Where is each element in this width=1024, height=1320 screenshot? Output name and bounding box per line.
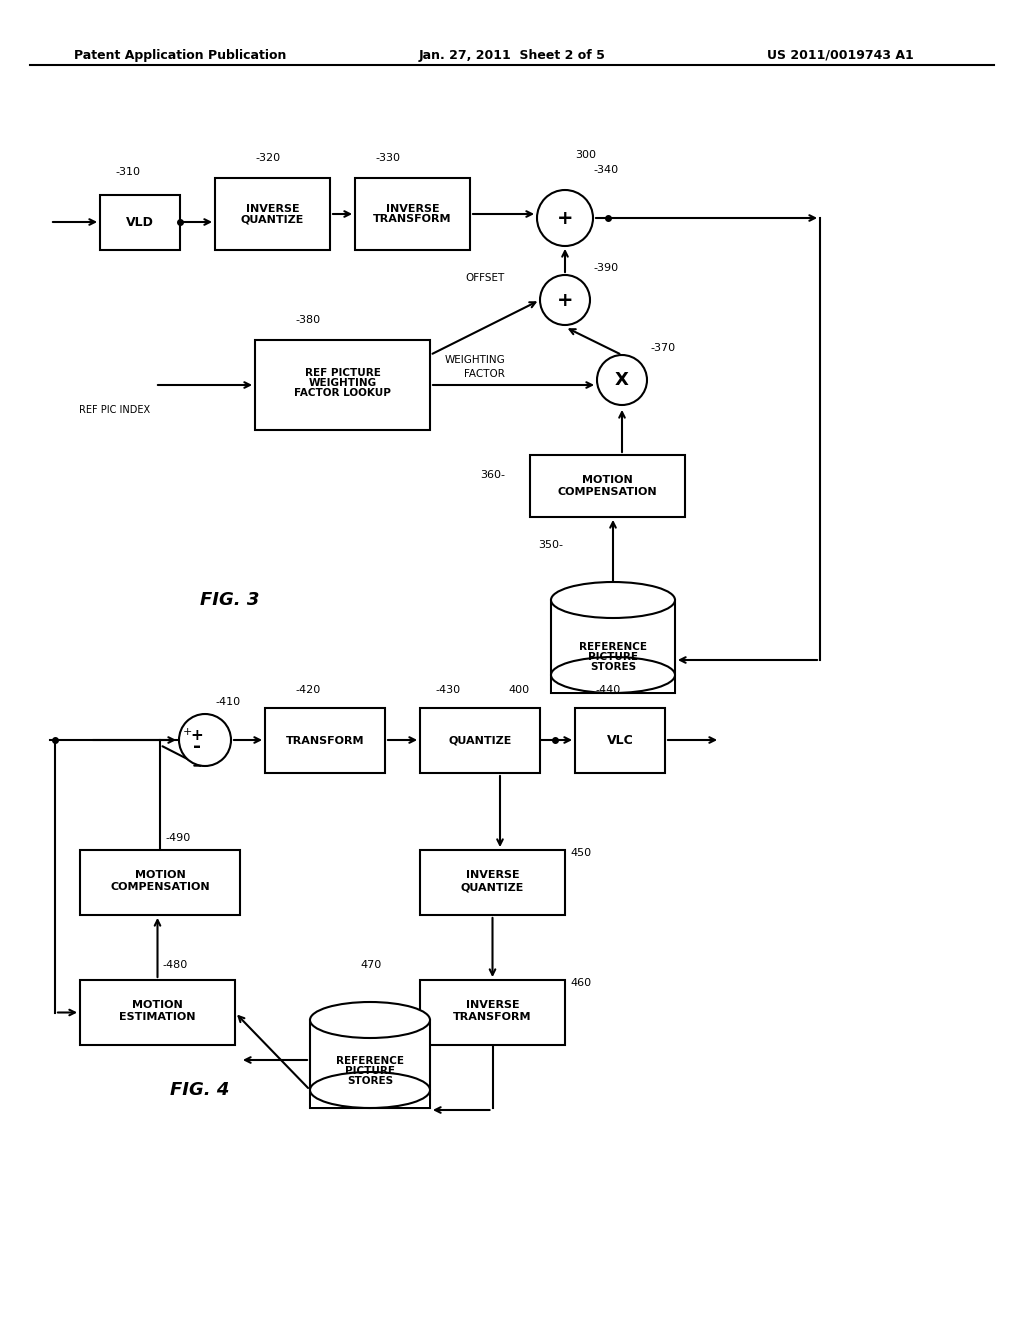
Circle shape xyxy=(540,275,590,325)
FancyBboxPatch shape xyxy=(575,708,665,774)
Text: TRANSFORM: TRANSFORM xyxy=(374,214,452,224)
Text: -490: -490 xyxy=(165,833,190,843)
Text: -: - xyxy=(193,737,201,755)
Text: QUANTIZE: QUANTIZE xyxy=(461,883,524,892)
FancyBboxPatch shape xyxy=(80,979,234,1045)
FancyBboxPatch shape xyxy=(420,979,565,1045)
FancyBboxPatch shape xyxy=(311,1090,429,1107)
Text: PICTURE: PICTURE xyxy=(588,652,638,661)
Text: MOTION: MOTION xyxy=(132,1001,183,1011)
Text: 450: 450 xyxy=(570,847,591,858)
FancyBboxPatch shape xyxy=(215,178,330,249)
Text: +: + xyxy=(557,209,573,227)
Text: Patent Application Publication: Patent Application Publication xyxy=(74,49,286,62)
FancyBboxPatch shape xyxy=(80,850,240,915)
Text: -480: -480 xyxy=(163,960,187,970)
Text: +: + xyxy=(190,727,204,742)
Text: X: X xyxy=(615,371,629,389)
Text: -440: -440 xyxy=(595,685,621,696)
Text: -430: -430 xyxy=(435,685,460,696)
FancyBboxPatch shape xyxy=(530,455,685,517)
Text: FACTOR: FACTOR xyxy=(464,370,505,379)
Text: QUANTIZE: QUANTIZE xyxy=(241,214,304,224)
Text: Jan. 27, 2011  Sheet 2 of 5: Jan. 27, 2011 Sheet 2 of 5 xyxy=(419,49,605,62)
Text: -390: -390 xyxy=(593,263,618,273)
FancyBboxPatch shape xyxy=(420,708,540,774)
Text: INVERSE: INVERSE xyxy=(466,870,519,880)
Text: MOTION: MOTION xyxy=(582,475,633,484)
Text: 470: 470 xyxy=(360,960,381,970)
Text: -340: -340 xyxy=(593,165,618,176)
FancyBboxPatch shape xyxy=(420,850,565,915)
Text: 460: 460 xyxy=(570,978,591,987)
Text: -330: -330 xyxy=(375,153,400,162)
Text: -310: -310 xyxy=(115,168,140,177)
FancyBboxPatch shape xyxy=(355,178,470,249)
Text: WEIGHTING: WEIGHTING xyxy=(444,355,505,366)
FancyBboxPatch shape xyxy=(552,675,674,692)
Text: QUANTIZE: QUANTIZE xyxy=(449,735,512,746)
Ellipse shape xyxy=(551,582,675,618)
FancyBboxPatch shape xyxy=(310,1020,430,1107)
Text: STORES: STORES xyxy=(347,1076,393,1086)
Text: REFERENCE: REFERENCE xyxy=(336,1056,404,1067)
Text: TRANSFORM: TRANSFORM xyxy=(454,1012,531,1023)
Text: VLD: VLD xyxy=(126,216,154,228)
Text: MOTION: MOTION xyxy=(134,870,185,880)
FancyBboxPatch shape xyxy=(100,195,180,249)
Text: COMPENSATION: COMPENSATION xyxy=(111,883,210,892)
Text: 300: 300 xyxy=(575,150,596,160)
Text: FIG. 4: FIG. 4 xyxy=(170,1081,229,1100)
Text: REF PIC INDEX: REF PIC INDEX xyxy=(80,405,151,414)
Text: 360-: 360- xyxy=(480,470,505,480)
Text: INVERSE: INVERSE xyxy=(386,205,439,214)
Text: INVERSE: INVERSE xyxy=(466,1001,519,1011)
Text: VLC: VLC xyxy=(606,734,634,747)
Text: ESTIMATION: ESTIMATION xyxy=(119,1012,196,1023)
Circle shape xyxy=(537,190,593,246)
Text: WEIGHTING: WEIGHTING xyxy=(308,378,377,388)
Text: 350-: 350- xyxy=(538,540,563,550)
Text: COMPENSATION: COMPENSATION xyxy=(558,487,657,498)
Text: +: + xyxy=(182,727,191,737)
Text: -410: -410 xyxy=(215,697,240,708)
FancyBboxPatch shape xyxy=(265,708,385,774)
Text: -420: -420 xyxy=(295,685,321,696)
FancyBboxPatch shape xyxy=(255,341,430,430)
Text: STORES: STORES xyxy=(590,661,636,672)
Text: -370: -370 xyxy=(650,343,675,352)
Text: OFFSET: OFFSET xyxy=(466,273,505,282)
Text: REF PICTURE: REF PICTURE xyxy=(304,368,381,378)
Text: US 2011/0019743 A1: US 2011/0019743 A1 xyxy=(767,49,913,62)
FancyBboxPatch shape xyxy=(551,601,675,693)
Circle shape xyxy=(179,714,231,766)
Ellipse shape xyxy=(310,1002,430,1038)
Text: -380: -380 xyxy=(295,315,321,325)
Text: FIG. 3: FIG. 3 xyxy=(201,591,260,609)
Text: +: + xyxy=(557,290,573,309)
Circle shape xyxy=(597,355,647,405)
Text: PICTURE: PICTURE xyxy=(345,1067,395,1076)
Text: INVERSE: INVERSE xyxy=(246,205,299,214)
Text: TRANSFORM: TRANSFORM xyxy=(286,735,365,746)
Ellipse shape xyxy=(310,1072,430,1107)
Text: -320: -320 xyxy=(255,153,281,162)
Text: REFERENCE: REFERENCE xyxy=(579,642,647,652)
Ellipse shape xyxy=(551,657,675,693)
Text: FACTOR LOOKUP: FACTOR LOOKUP xyxy=(294,388,391,399)
Text: 400: 400 xyxy=(509,685,530,696)
